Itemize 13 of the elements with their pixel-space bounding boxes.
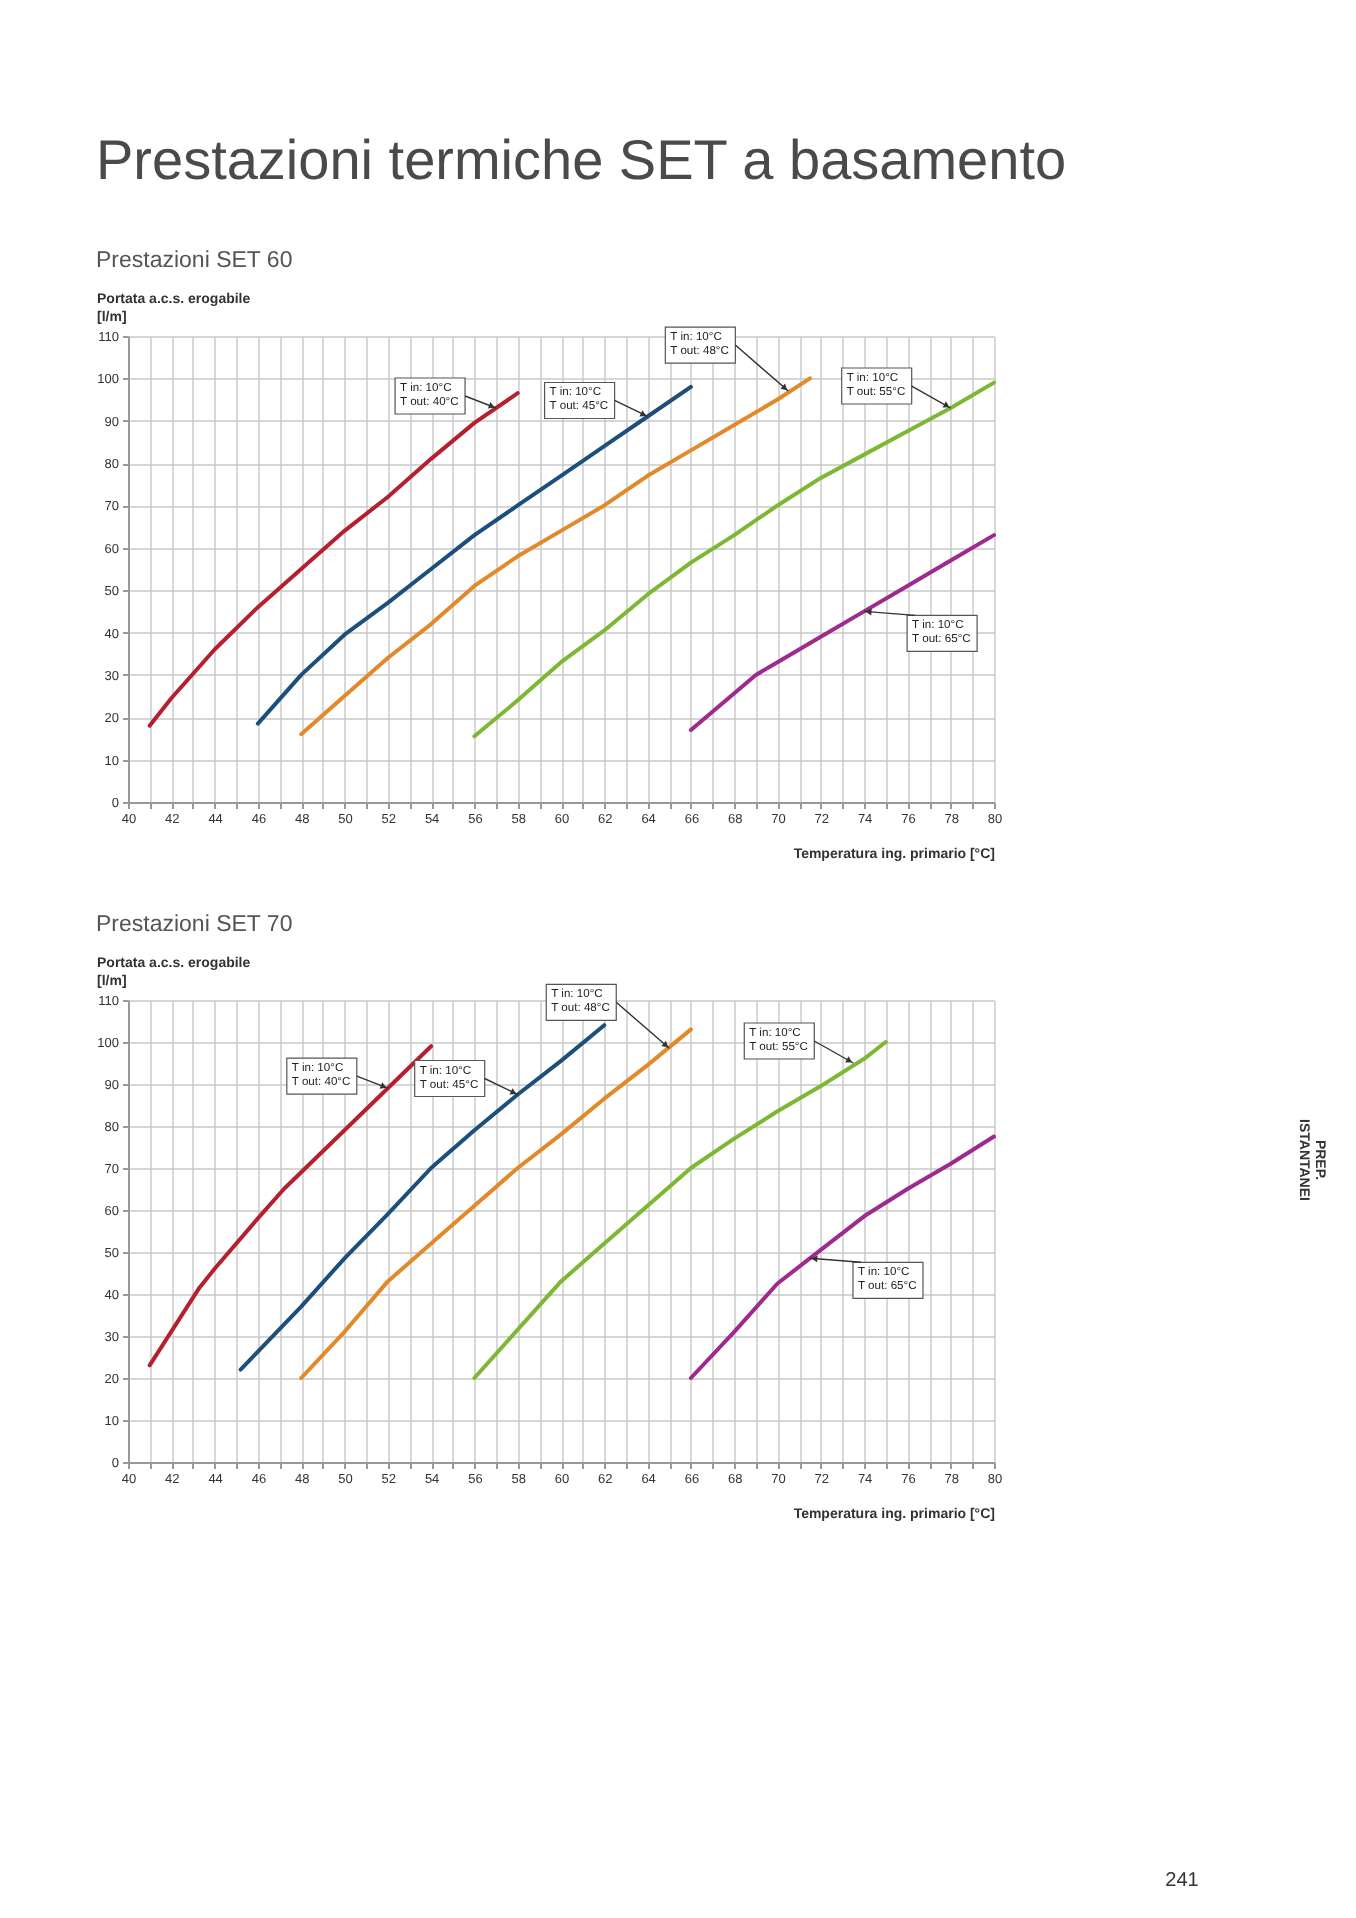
line-series [688,533,996,732]
chart-subtitle: Prestazioni SET 70 [96,913,293,937]
text: 241 [1165,1870,1200,1892]
line-series [472,380,996,739]
line-series [147,391,520,728]
line-series [147,1044,434,1368]
line-series [299,1027,693,1380]
line-series [238,1023,607,1372]
line-series [299,376,812,737]
line-series [255,384,693,726]
chart-subtitle: Prestazioni SET 60 [96,249,293,273]
chart-title: Prestazioni termiche SET a basamento [96,129,1067,191]
line-series [688,1134,996,1380]
